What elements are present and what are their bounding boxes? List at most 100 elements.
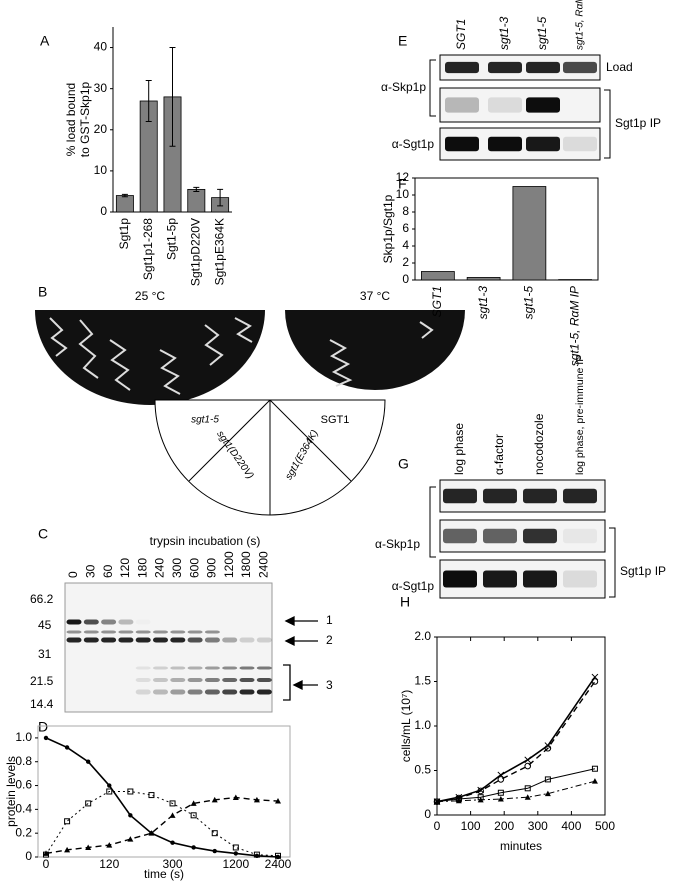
gel-band [66,630,82,634]
marker [190,800,197,806]
gel-band [256,689,272,695]
streak [49,317,68,357]
strain-label: sgt1-5 [191,415,219,426]
gel-band [488,136,522,152]
gel-band [153,678,168,682]
x-tick-label: 100 [461,819,481,833]
marker [169,812,176,818]
gel-band [239,689,255,695]
gel-band [256,666,272,670]
bar [466,277,501,281]
y-tick-label: 2 [402,255,409,269]
y-tick-label: 20 [94,122,108,136]
error-bar [193,186,200,192]
y-tick-label: 0.6 [15,778,32,792]
marker [233,851,239,856]
gel-band [170,678,186,682]
series-line [45,737,279,858]
marker [106,842,113,848]
marker [497,789,504,796]
marker [591,678,599,685]
marker [232,794,239,800]
x-axis-label: minutes [500,839,542,853]
x-tick-label: Sgt1p [117,218,131,250]
bar [187,188,206,213]
gel-band [563,488,597,504]
gel-band [118,637,134,643]
bar [512,186,547,281]
streak [329,339,353,387]
band-label: 3 [326,678,333,692]
marker [64,818,71,825]
y-tick-label: 1.5 [414,674,431,688]
y-tick-label: 10 [94,163,108,177]
band-arrows [283,615,318,701]
marker [85,844,92,850]
marker [544,790,551,797]
panel-label: D [38,719,48,735]
y-axis-label: to GST-Skp1p [78,81,92,157]
mw-marker: 45 [38,618,52,632]
gel-band [135,630,151,634]
gel-band [488,97,522,113]
gel-band [135,689,151,695]
temperature: 25 °C [135,289,165,303]
lane-label: log phase [452,423,466,475]
y-tick-label: 40 [94,40,108,54]
bracket [429,486,436,558]
error-bar [145,79,152,123]
gel-band [135,637,151,643]
bracket [609,527,616,598]
streak [204,324,224,366]
x-tick-label: Sgt1p1-268 [141,218,155,280]
gel-band [170,666,186,670]
sector-line [188,399,271,482]
arrow-head [292,679,303,691]
gel-band [563,570,597,588]
y-tick-label: 0.4 [15,802,32,816]
gel-band [83,630,99,634]
lane-label: sgt1-5 [535,16,549,50]
gel-band [101,619,117,625]
marker [253,796,260,803]
bar [421,271,455,281]
lane-label: α-factor [492,434,506,475]
gel-band [118,619,134,625]
gel-band [523,488,557,504]
lane-label: 2400 [256,551,270,578]
x-tick-label: 0 [43,857,50,871]
series-line [45,796,279,855]
marker [275,798,281,804]
marker [148,830,155,836]
streak [234,317,253,343]
y-axis-label: protein levels [4,756,18,827]
marker [434,798,440,805]
gel-band [101,630,117,634]
gel-band [153,630,168,634]
gel-band [204,689,220,695]
panel-label: A [40,33,50,49]
marker [128,813,133,818]
x-tick-label: 2400 [265,857,292,871]
gel-band [239,637,255,643]
x-tick-label: 400 [561,819,581,833]
y-tick-label: 0.2 [15,825,32,839]
gel-band [222,678,238,682]
gel-band [526,61,560,74]
gel-band [526,136,560,152]
lane-label: log phase, pre-immune IP [574,355,586,475]
marker [211,796,218,803]
x-tick-label: Sgt1-5p [165,218,179,260]
marker [107,783,112,788]
band-label: 2 [326,633,333,647]
marker [455,797,462,804]
gel-band [523,528,557,544]
gel-band [187,630,203,634]
gel-band [153,666,168,670]
lane-label: sgt1-5, RαM IP [575,0,586,50]
lane-label: 600 [187,558,201,578]
marker [232,844,239,851]
y-tick-label: 1.0 [15,730,32,744]
y-tick-label: 8 [402,204,409,218]
